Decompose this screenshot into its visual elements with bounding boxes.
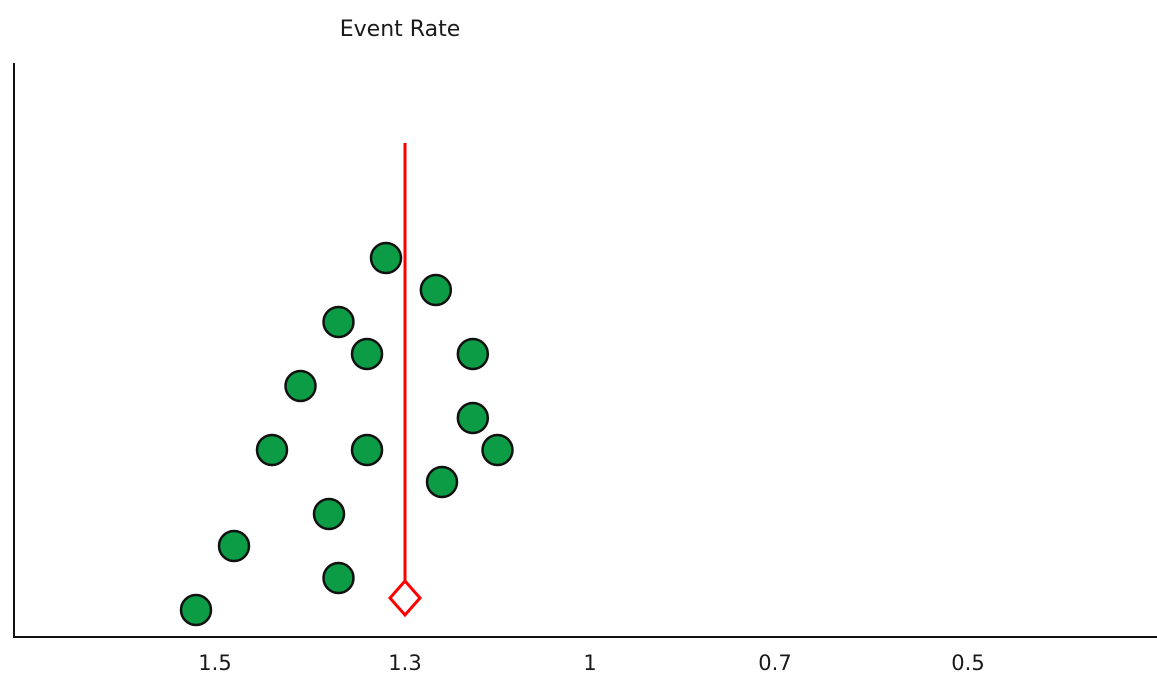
- data-point: [350, 433, 384, 467]
- x-tick-label: 0.7: [758, 651, 791, 675]
- chart-title: Event Rate: [340, 17, 460, 42]
- data-point: [456, 337, 490, 371]
- x-tick-label: 1.3: [388, 651, 421, 675]
- data-point: [217, 529, 251, 563]
- data-point: [350, 337, 384, 371]
- data-point: [481, 433, 514, 467]
- points-layer: [179, 241, 514, 627]
- data-point: [322, 561, 355, 595]
- data-point: [456, 401, 490, 435]
- data-point: [322, 305, 355, 339]
- data-point: [284, 369, 317, 403]
- data-point: [312, 497, 346, 531]
- x-tick-label: 0.5: [951, 651, 984, 675]
- reference-diamond-marker: [387, 578, 423, 618]
- x-tick-label: 1: [583, 651, 596, 675]
- x-tick-label: 1.5: [198, 651, 231, 675]
- data-point: [179, 593, 213, 627]
- reference-layer: [387, 143, 423, 618]
- data-point: [419, 273, 453, 307]
- data-point: [255, 433, 289, 467]
- data-point: [369, 241, 403, 275]
- x-tick-labels: 1.5 1.3 1 0.7 0.5: [198, 651, 984, 675]
- data-point: [425, 465, 459, 499]
